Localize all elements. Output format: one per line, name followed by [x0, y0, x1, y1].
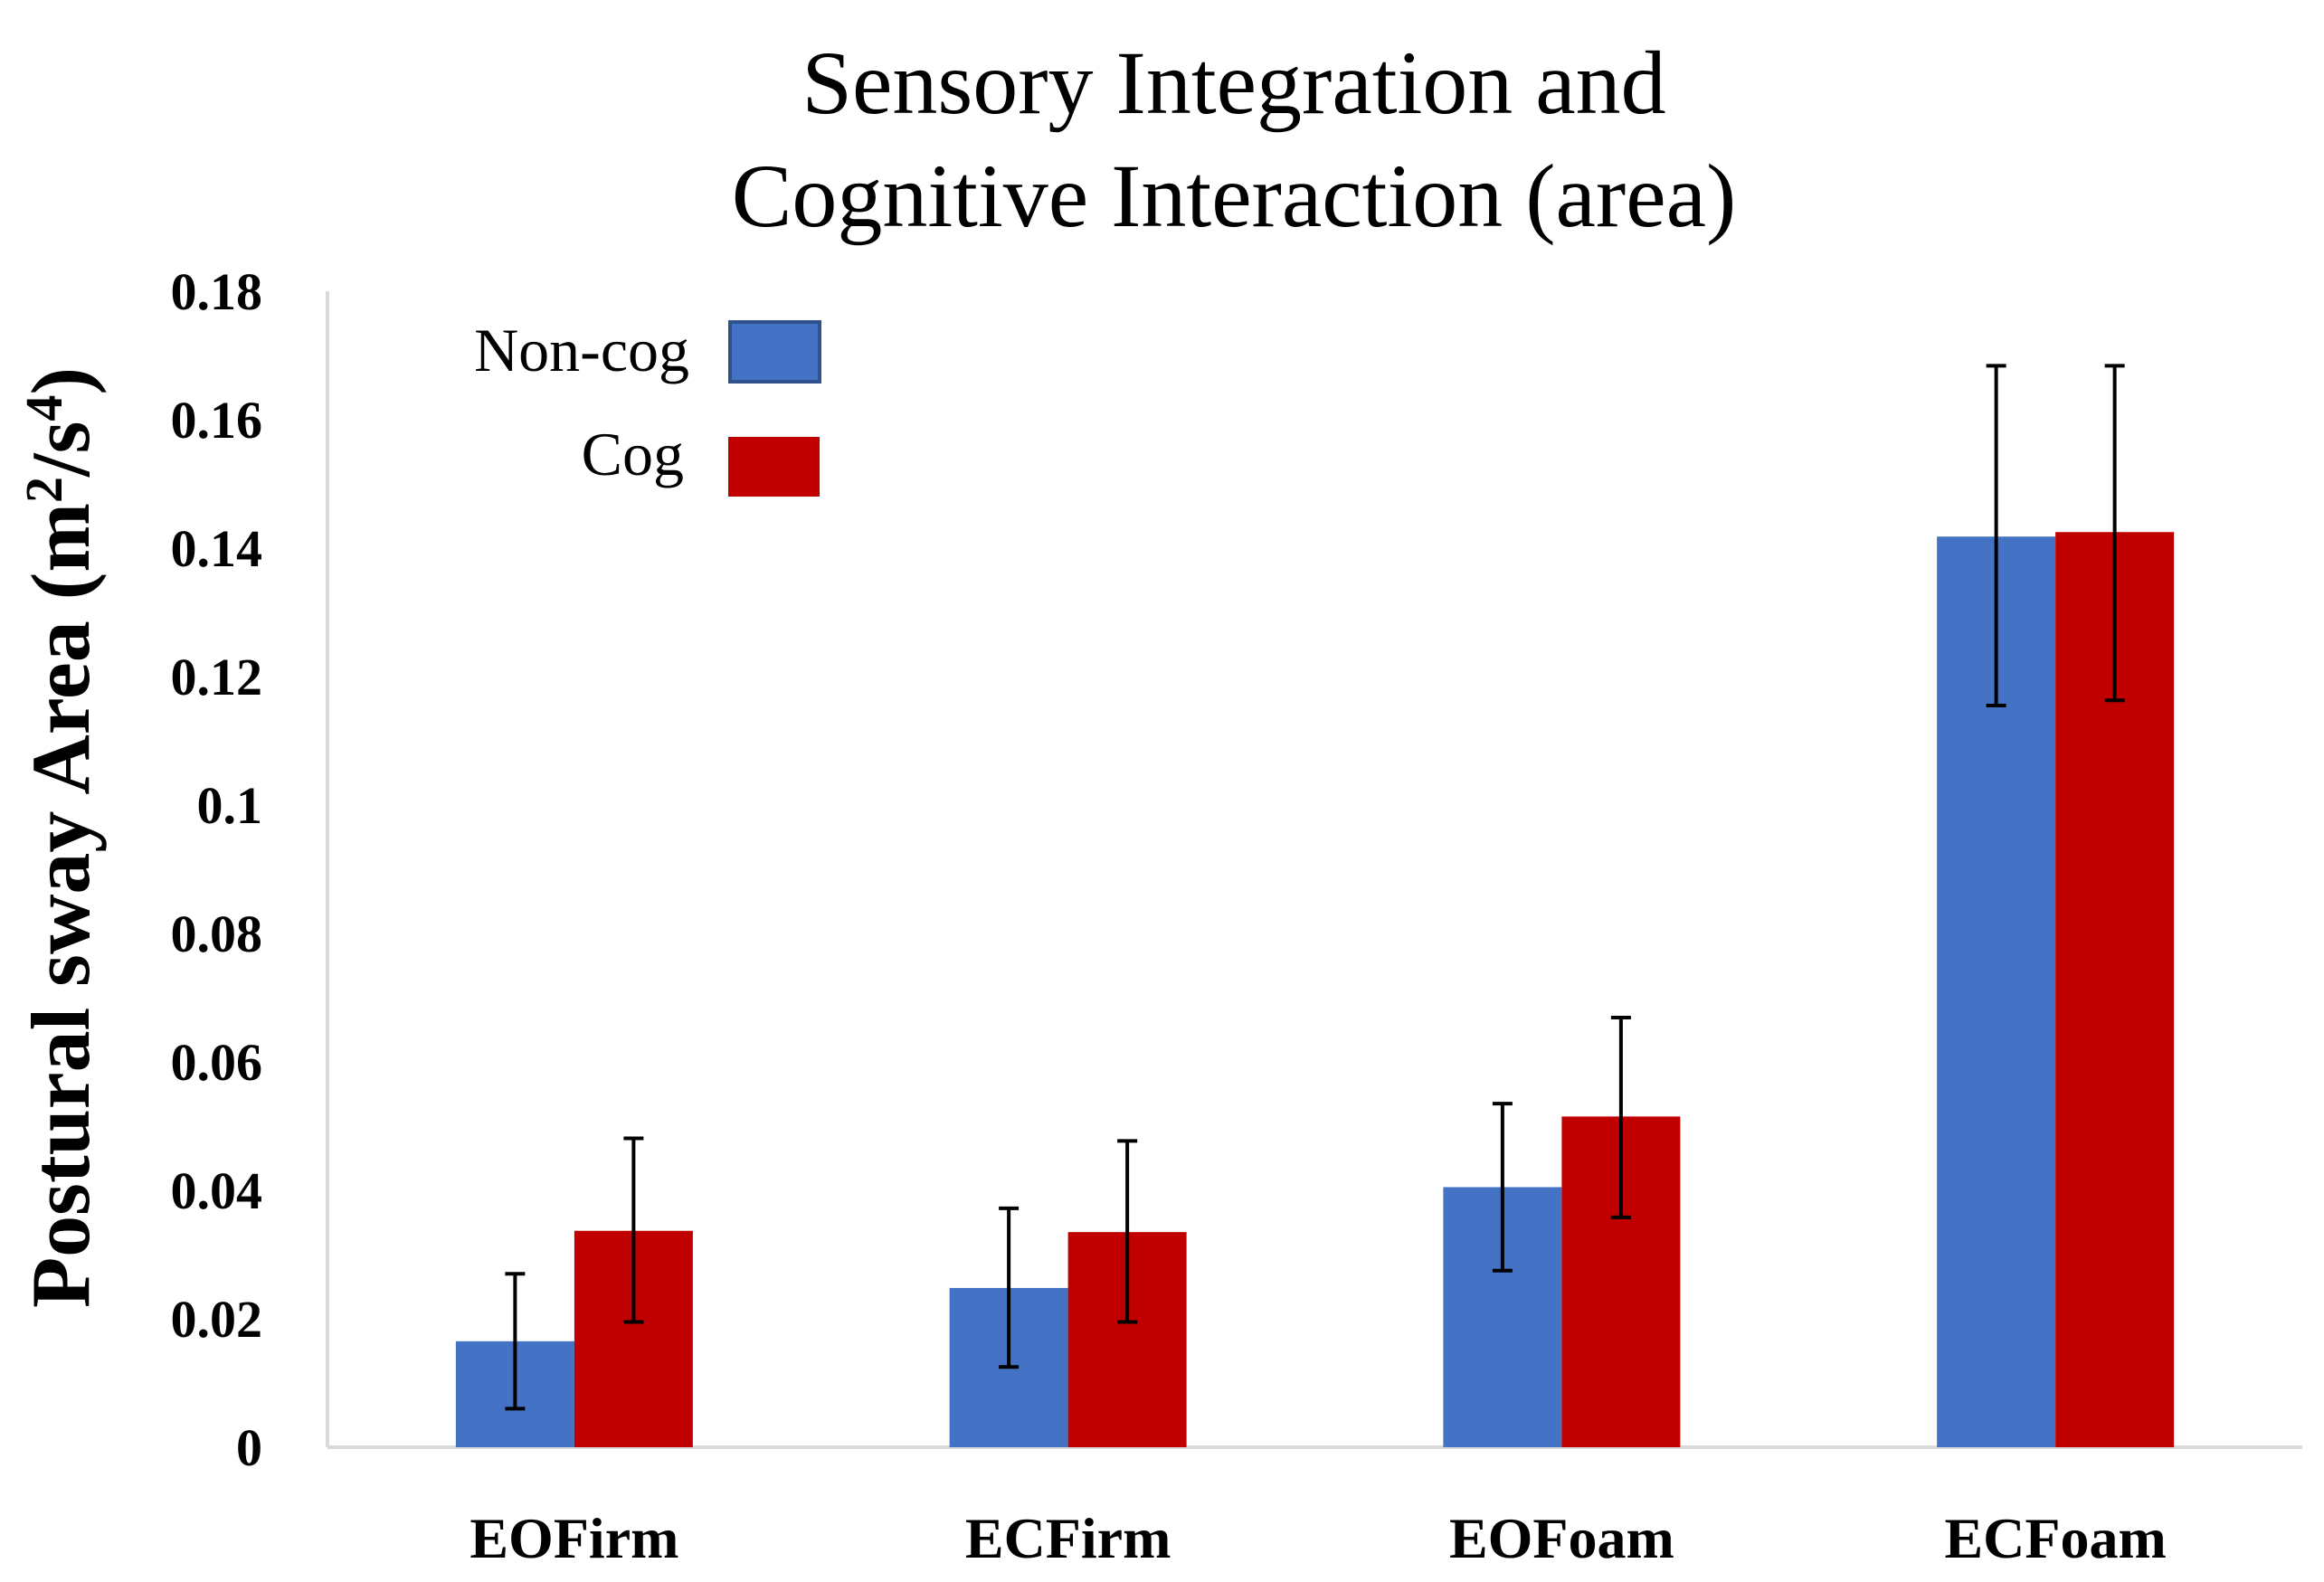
y-tick-label: 0.16	[171, 391, 263, 450]
y-axis-label-sup-2: 4	[14, 395, 73, 422]
y-tick-label: 0.02	[171, 1290, 263, 1349]
y-axis-label-mid: /s	[14, 422, 107, 478]
chart-title-line-1: Sensory Integration and	[802, 33, 1665, 133]
legend-swatch-non-cog	[728, 320, 821, 384]
y-tick-label: 0.14	[171, 519, 263, 578]
legend-label-cog: Cog	[582, 420, 684, 488]
error-bar-cog-eofoam	[1610, 1016, 1631, 1219]
y-tick-labels: 0 0.02 0.04 0.06 0.08 0.1 0.12 0.14 0.16 0.18	[171, 262, 263, 1477]
legend-swatch-cog	[728, 437, 820, 497]
legend-label-non-cog: Non-cog	[474, 316, 689, 384]
x-tick-labels: EOFirm ECFirm EOFoam ECFoam	[470, 1506, 2166, 1570]
y-axis-label: Postural sway Area (m2/s4)	[14, 367, 107, 1308]
y-axis-label-main: Postural sway Area (m	[14, 503, 107, 1308]
error-bar-cog-ecfoam	[2104, 364, 2125, 703]
y-tick-label: 0	[236, 1418, 262, 1477]
y-tick-label: 0.18	[171, 262, 263, 321]
chart-title-line-2: Cognitive Interaction (area)	[732, 146, 1737, 246]
error-bar-cog-eofirm	[623, 1136, 644, 1324]
x-tick-label-eofirm: EOFirm	[470, 1506, 678, 1570]
error-bar-non-cog-eofoam	[1492, 1102, 1513, 1273]
error-bars	[505, 364, 2125, 1411]
error-bar-cog-ecfirm	[1117, 1139, 1138, 1324]
x-tick-label-ecfoam: ECFoam	[1944, 1506, 2166, 1570]
y-axis-label-sup-1: 2	[14, 477, 73, 503]
y-tick-label: 0.12	[171, 648, 263, 706]
y-tick-label: 0.06	[171, 1033, 263, 1092]
legend: Non-cog Cog	[474, 316, 821, 497]
x-tick-label-ecfirm: ECFirm	[965, 1506, 1171, 1570]
x-tick-label-eofoam: EOFoam	[1449, 1506, 1674, 1570]
y-tick-label: 0.08	[171, 905, 263, 963]
y-axis-label-end: )	[14, 367, 107, 395]
y-tick-label: 0.1	[197, 776, 263, 835]
y-tick-label: 0.04	[171, 1161, 263, 1220]
error-bar-non-cog-ecfoam	[1986, 364, 2006, 707]
error-bar-non-cog-ecfirm	[999, 1206, 1020, 1369]
bars	[455, 532, 2175, 1447]
error-bar-non-cog-eofirm	[505, 1272, 526, 1411]
